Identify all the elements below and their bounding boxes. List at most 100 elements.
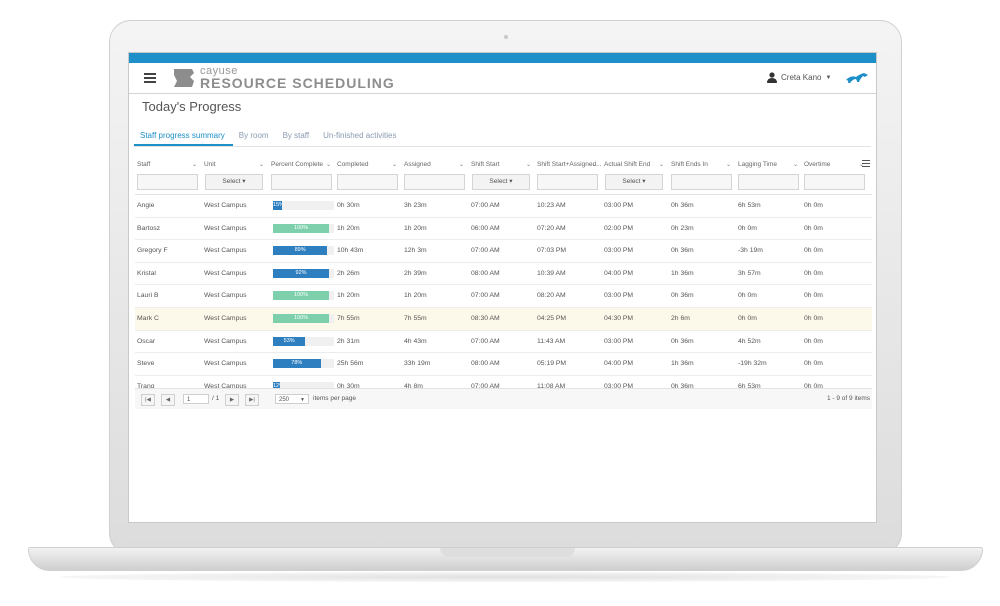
tab-bar: Staff progress summary By room By staff … <box>134 129 871 147</box>
column-header-1[interactable]: Unit ⌄ Select ▾ <box>202 157 268 194</box>
column-header-5[interactable]: Shift Start ⌄ Select ▾ <box>469 157 535 194</box>
page-size-value: 250 <box>279 397 290 403</box>
column-header-3[interactable]: Completed ⌄ <box>335 157 401 194</box>
logo-main-text: RESOURCE SCHEDULING <box>200 75 395 91</box>
cayuse-logo-icon <box>174 69 194 87</box>
column-header-4[interactable]: Assigned ⌄ <box>402 157 468 194</box>
column-filter-select[interactable]: Select ▾ <box>605 174 663 190</box>
column-label: Staff <box>137 161 151 168</box>
grid-header: Staff ⌄ Unit ⌄ Select ▾ Percent Complete ⌄ Comp… <box>135 157 872 195</box>
tab-by-staff[interactable]: By staff <box>282 131 310 140</box>
cell-start-assigned: 08:20 AM <box>537 292 566 300</box>
cell-start-assigned: 07:03 PM <box>537 247 567 255</box>
column-header-6[interactable]: Shift Start+Assigned... ⌄ <box>535 157 602 194</box>
cell-start-assigned: 10:39 AM <box>537 269 566 277</box>
cell-overtime: 0h 0m <box>804 337 823 345</box>
column-header-9[interactable]: Lagging Time ⌄ <box>736 157 802 194</box>
cell-completed: 0h 30m <box>337 382 360 390</box>
progress-bar-fill: 89% <box>273 246 328 256</box>
column-filter-input[interactable] <box>337 174 398 190</box>
cell-ends-in: 0h 36m <box>671 337 694 345</box>
cell-actual-end: 03:00 PM <box>604 292 634 300</box>
chevron-down-icon[interactable]: ⌄ <box>259 162 265 168</box>
progress-bar-fill: 100% <box>273 223 330 233</box>
page-title: Today's Progress <box>142 99 242 114</box>
page-input[interactable]: 1 <box>183 394 209 404</box>
table-row[interactable]: Bartosz West Campus 100% 1h 20m 1h 20m 06:00 … <box>135 218 872 241</box>
chevron-down-icon[interactable]: ⌄ <box>192 162 198 168</box>
table-row[interactable]: Steve West Campus 78% 25h 56m 33h 19m 08:00 A… <box>135 353 872 376</box>
chevron-down-icon[interactable]: ⌄ <box>592 162 598 168</box>
column-filter-input[interactable] <box>671 174 732 190</box>
cell-shift-start: 07:00 AM <box>471 247 500 255</box>
tab-by-room[interactable]: By room <box>238 131 269 140</box>
chevron-down-icon[interactable]: ⌄ <box>793 162 799 168</box>
caret-down-icon: ▼ <box>300 397 305 403</box>
user-menu[interactable]: Creta Kano ▼ <box>767 72 831 83</box>
cell-completed: 2h 31m <box>337 337 360 345</box>
cell-shift-start: 06:00 AM <box>471 224 500 232</box>
prev-page-button[interactable]: ◀ <box>161 394 175 406</box>
caret-down-icon: ▾ <box>507 178 513 185</box>
table-row[interactable]: Kristal West Campus 92% 2h 26m 2h 39m 08:00 A… <box>135 263 872 286</box>
column-header-7[interactable]: Actual Shift End ⌄ Select ▾ <box>602 157 668 194</box>
chevron-down-icon[interactable]: ⌄ <box>392 162 398 168</box>
table-row[interactable]: Mark C West Campus 100% 7h 55m 7h 55m 08:30 A… <box>135 307 872 331</box>
column-filter-input[interactable] <box>804 174 865 190</box>
progress-bar: 92% <box>273 268 334 278</box>
cell-overtime: 0h 0m <box>804 382 823 390</box>
cell-overtime: 0h 0m <box>804 292 823 300</box>
cell-unit: West Campus <box>204 247 247 255</box>
app-header: cayuse RESOURCE SCHEDULING Creta Kano ▼ <box>129 63 876 94</box>
column-filter-input[interactable] <box>738 174 799 190</box>
cell-unit: West Campus <box>204 382 247 390</box>
column-header-10[interactable]: Overtime ⌄ <box>802 157 868 194</box>
page-size-select[interactable]: 250 ▼ <box>275 394 309 404</box>
top-accent-bar <box>129 53 876 63</box>
caret-down-icon: ▼ <box>825 74 832 81</box>
column-filter-input[interactable] <box>271 174 332 190</box>
chevron-down-icon[interactable]: ⌄ <box>659 162 665 168</box>
chevron-down-icon[interactable]: ⌄ <box>459 162 465 168</box>
cell-staff: Steve <box>137 360 155 368</box>
user-icon <box>767 72 777 83</box>
column-filter-input[interactable] <box>404 174 465 190</box>
menu-icon[interactable] <box>144 73 156 83</box>
cell-assigned: 3h 23m <box>404 202 427 209</box>
camera-dot <box>504 35 508 39</box>
table-row[interactable]: Lauri B West Campus 100% 1h 20m 1h 20m 07:00 … <box>135 285 872 308</box>
cell-shift-start: 08:30 AM <box>471 314 500 322</box>
progress-bar-fill: 53% <box>273 336 306 346</box>
progress-bar: 12% <box>273 381 334 391</box>
table-row[interactable]: Angie West Campus 15% 0h 30m 3h 23m 07:00 AM 1… <box>135 195 872 218</box>
column-filter-select[interactable]: Select ▾ <box>472 174 530 190</box>
column-filter-select[interactable]: Select ▾ <box>205 174 263 190</box>
progress-bar: 100% <box>273 223 334 233</box>
first-page-button[interactable]: |◀ <box>141 394 155 406</box>
cell-staff: Gregory F <box>137 247 168 255</box>
chevron-down-icon[interactable]: ⌄ <box>859 162 865 168</box>
column-header-0[interactable]: Staff ⌄ <box>135 157 201 194</box>
cell-overtime: 0h 0m <box>804 247 823 255</box>
column-header-2[interactable]: Percent Complete ⌄ <box>269 157 335 194</box>
column-filter-input[interactable] <box>137 174 198 190</box>
table-row[interactable]: Oscar West Campus 53% 2h 31m 4h 43m 07:00 AM 1… <box>135 331 872 354</box>
user-name: Creta Kano <box>781 73 822 82</box>
column-header-8[interactable]: Shift Ends In ⌄ <box>669 157 735 194</box>
cell-ends-in: 2h 6m <box>671 314 690 322</box>
cell-assigned: 33h 19m <box>404 360 431 368</box>
cell-staff: Angie <box>137 202 155 209</box>
last-page-button[interactable]: ▶| <box>245 394 259 406</box>
column-filter-input[interactable] <box>537 174 598 190</box>
tab-unfinished-activities[interactable]: Un-finished activities <box>323 131 397 140</box>
table-row[interactable]: Gregory F West Campus 89% 10h 43m 12h 3m 07:0… <box>135 240 872 263</box>
chevron-down-icon[interactable]: ⌄ <box>326 162 332 168</box>
tab-staff-progress-summary[interactable]: Staff progress summary <box>134 129 233 146</box>
column-menu-icon[interactable] <box>862 160 870 168</box>
chevron-down-icon[interactable]: ⌄ <box>726 162 732 168</box>
next-page-button[interactable]: ▶ <box>225 394 239 406</box>
cell-staff: Trang <box>137 382 155 390</box>
cell-actual-end: 03:00 PM <box>604 337 634 345</box>
column-label: Lagging Time <box>738 161 778 168</box>
chevron-down-icon[interactable]: ⌄ <box>526 162 532 168</box>
